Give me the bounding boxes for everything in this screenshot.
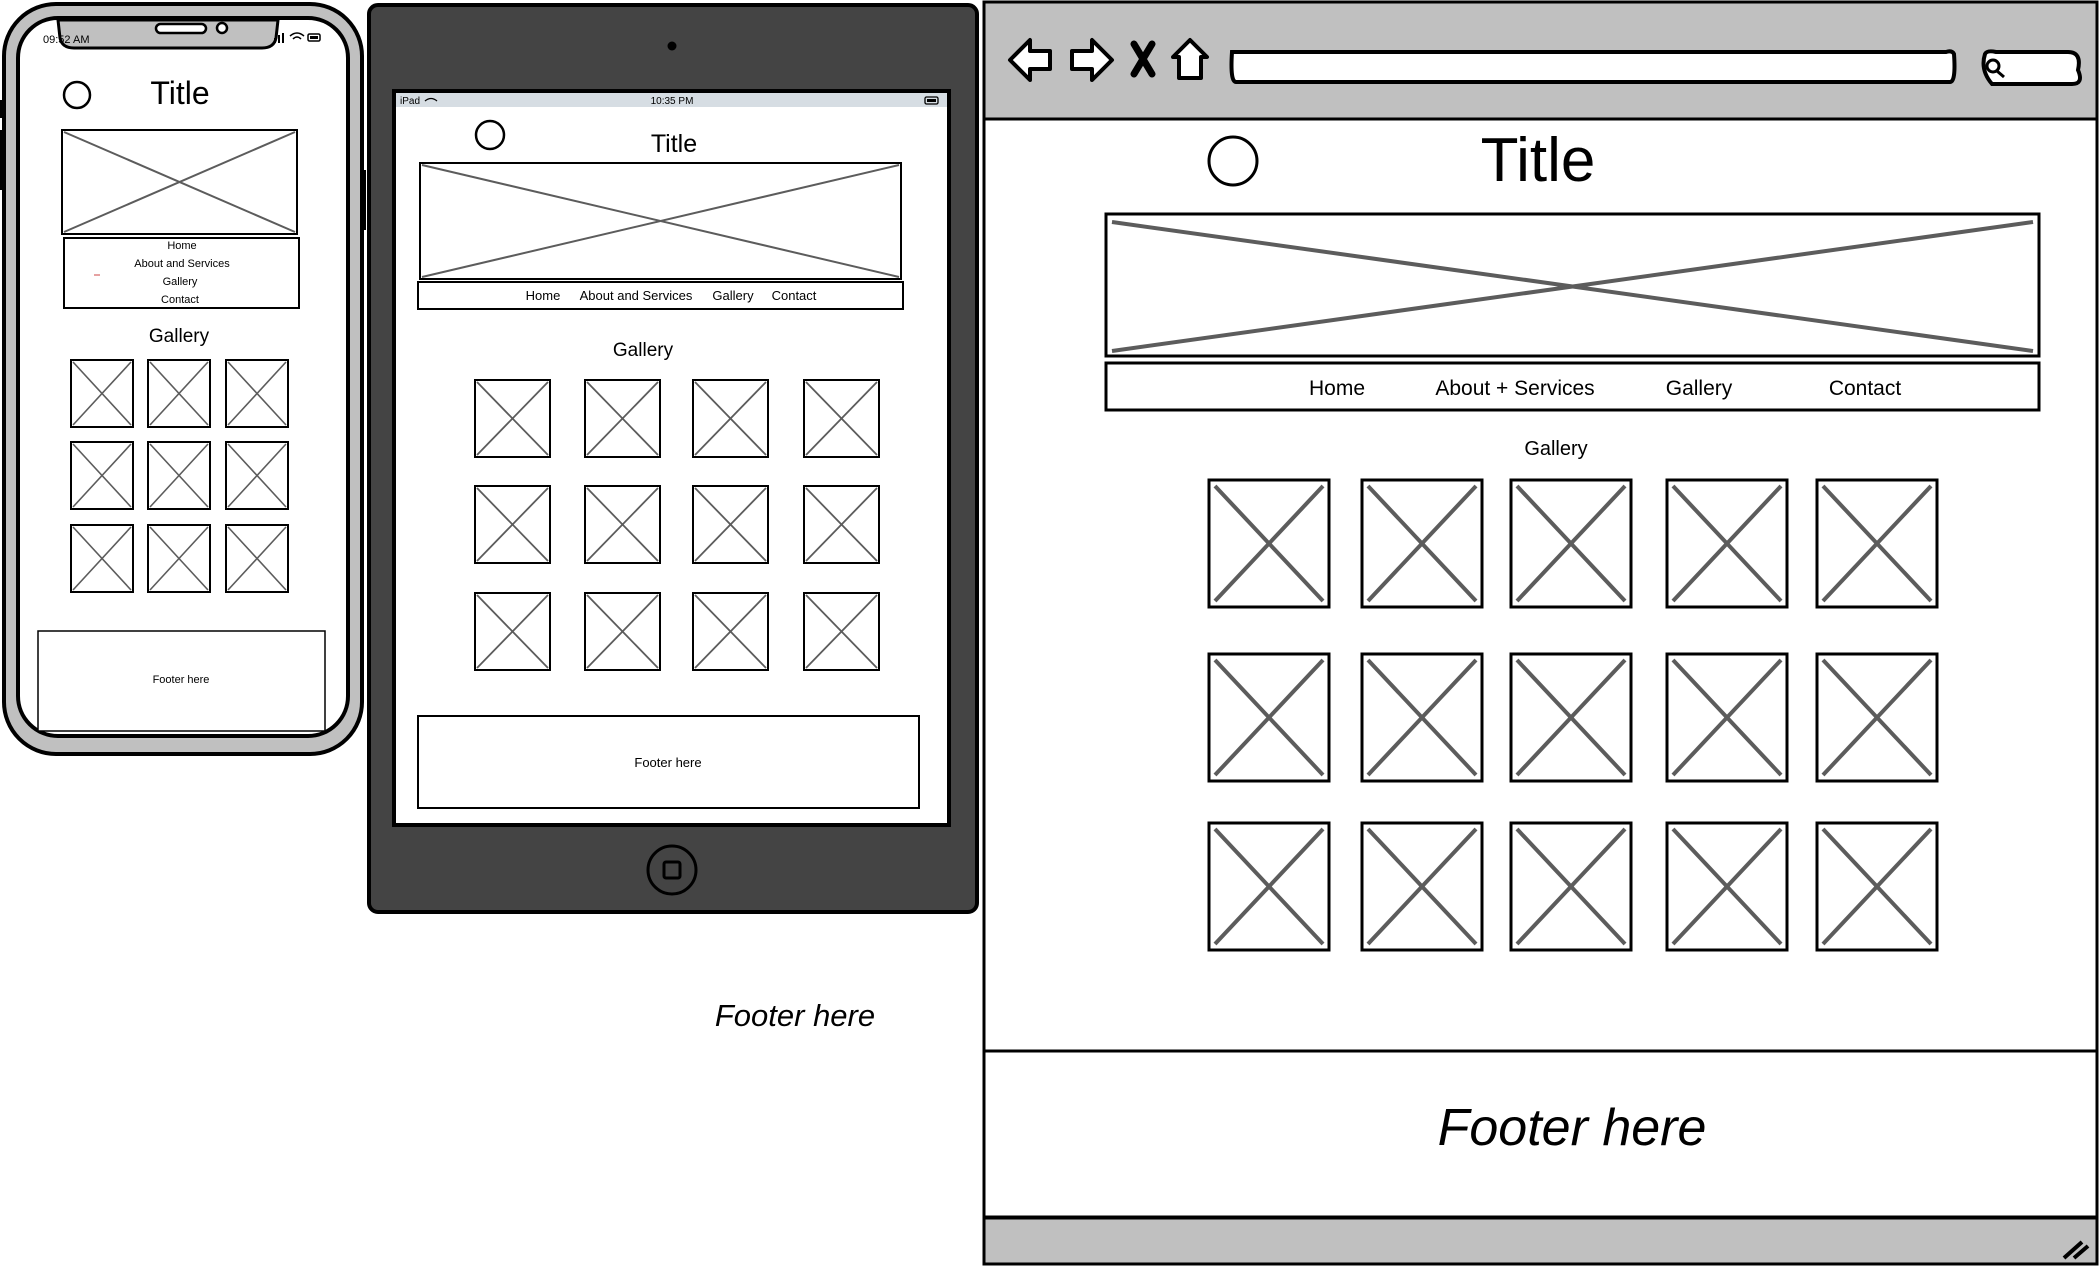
tablet-mockup: iPad 10:35 PM Title Home About and Servi… bbox=[367, 3, 979, 914]
gallery-image-placeholder[interactable] bbox=[1360, 652, 1484, 783]
gallery-image-placeholder[interactable] bbox=[1509, 821, 1633, 952]
battery-icon bbox=[307, 33, 321, 42]
desktop-logo[interactable] bbox=[1207, 135, 1259, 187]
tablet-nav-home[interactable]: Home bbox=[526, 288, 561, 303]
tablet-hero-image bbox=[419, 162, 902, 280]
desktop-nav-about[interactable]: About + Services bbox=[1435, 377, 1594, 400]
gallery-image-placeholder[interactable] bbox=[147, 359, 211, 428]
gallery-image-placeholder[interactable] bbox=[803, 485, 880, 564]
gallery-image-placeholder[interactable] bbox=[70, 359, 134, 428]
gallery-image-placeholder[interactable] bbox=[147, 524, 211, 593]
tablet-status-carrier: iPad bbox=[400, 96, 420, 107]
phone-nav-contact[interactable]: Contact bbox=[161, 294, 199, 306]
tablet-logo[interactable] bbox=[474, 119, 506, 151]
phone-status-time: 09:52 AM bbox=[43, 34, 89, 46]
gallery-image-placeholder[interactable] bbox=[1207, 652, 1331, 783]
gallery-image-placeholder[interactable] bbox=[225, 524, 289, 593]
phone-footer: Footer here bbox=[37, 630, 326, 732]
tablet-nav-about[interactable]: About and Services bbox=[580, 288, 693, 303]
desktop-gallery-heading: Gallery bbox=[1524, 438, 1587, 460]
resize-handle-icon[interactable] bbox=[2062, 1240, 2090, 1260]
desktop-gallery-grid bbox=[1207, 478, 1939, 952]
camera-icon bbox=[215, 21, 229, 35]
floating-footer-label: Footer here bbox=[715, 998, 875, 1033]
back-arrow-icon[interactable] bbox=[1008, 38, 1052, 82]
phone-nav-menu: Home About and Services Gallery Contact bbox=[63, 237, 300, 309]
gallery-image-placeholder[interactable] bbox=[584, 379, 661, 458]
desktop-nav-home[interactable]: Home bbox=[1309, 377, 1365, 400]
gallery-image-placeholder[interactable] bbox=[1665, 652, 1789, 783]
desktop-nav-contact[interactable]: Contact bbox=[1829, 377, 1902, 400]
address-bar[interactable] bbox=[1229, 49, 1957, 84]
tablet-gallery-heading: Gallery bbox=[613, 340, 674, 361]
gallery-image-placeholder[interactable] bbox=[692, 379, 769, 458]
forward-arrow-icon[interactable] bbox=[1070, 38, 1114, 82]
gallery-image-placeholder[interactable] bbox=[584, 592, 661, 671]
gallery-image-placeholder[interactable] bbox=[225, 441, 289, 510]
gallery-image-placeholder[interactable] bbox=[803, 592, 880, 671]
gallery-image-placeholder[interactable] bbox=[1360, 821, 1484, 952]
phone-nav-about[interactable]: About and Services bbox=[134, 258, 230, 270]
gallery-image-placeholder[interactable] bbox=[70, 441, 134, 510]
tablet-status-bar bbox=[396, 93, 947, 107]
desktop-footer-text: Footer here bbox=[1438, 1099, 1707, 1157]
gallery-image-placeholder[interactable] bbox=[1815, 478, 1939, 609]
phone-page-title: Title bbox=[150, 75, 209, 111]
tablet-status-time: 10:35 PM bbox=[651, 96, 694, 107]
tablet-gallery-grid bbox=[474, 379, 880, 671]
gallery-image-placeholder[interactable] bbox=[1207, 821, 1331, 952]
desktop-footer: Footer here bbox=[982, 1049, 2099, 1219]
phone-footer-text: Footer here bbox=[153, 674, 210, 686]
gallery-image-placeholder[interactable] bbox=[1815, 821, 1939, 952]
gallery-image-placeholder[interactable] bbox=[474, 485, 551, 564]
gallery-image-placeholder[interactable] bbox=[803, 379, 880, 458]
phone-gallery-grid bbox=[70, 359, 289, 593]
gallery-image-placeholder[interactable] bbox=[147, 441, 211, 510]
browser-window: Title Home About + Services Gallery Cont… bbox=[982, 0, 2099, 1266]
wifi-icon bbox=[289, 32, 305, 37]
gallery-image-placeholder[interactable] bbox=[1509, 652, 1633, 783]
tablet-nav-bar: Home About and Services Gallery Contact bbox=[417, 281, 904, 310]
gallery-image-placeholder[interactable] bbox=[474, 592, 551, 671]
gallery-image-placeholder[interactable] bbox=[1665, 821, 1789, 952]
home-icon[interactable] bbox=[1171, 38, 1209, 80]
phone-hero-image bbox=[61, 129, 298, 235]
desktop-hero-image bbox=[1104, 212, 2041, 358]
gallery-image-placeholder[interactable] bbox=[1815, 652, 1939, 783]
phone-nav-home[interactable]: Home bbox=[167, 240, 196, 252]
home-button-icon[interactable] bbox=[646, 844, 698, 896]
browser-status-bar bbox=[982, 1216, 2099, 1266]
phone-status-icons bbox=[274, 32, 321, 43]
phone-mockup: 09:52 AM Title Home About and Services G… bbox=[0, 2, 366, 756]
gallery-image-placeholder[interactable] bbox=[692, 592, 769, 671]
phone-nav-gallery[interactable]: Gallery bbox=[163, 276, 198, 288]
desktop-nav-bar: Home About + Services Gallery Contact bbox=[1104, 361, 2041, 412]
gallery-image-placeholder[interactable] bbox=[1665, 478, 1789, 609]
tablet-camera-icon bbox=[667, 41, 677, 51]
tablet-page-title: Title bbox=[651, 130, 697, 158]
gallery-image-placeholder[interactable] bbox=[584, 485, 661, 564]
search-icon bbox=[1985, 58, 2001, 74]
gallery-image-placeholder[interactable] bbox=[692, 485, 769, 564]
tablet-footer-text: Footer here bbox=[634, 755, 701, 770]
search-button[interactable] bbox=[1981, 49, 2082, 86]
gallery-image-placeholder[interactable] bbox=[1509, 478, 1633, 609]
desktop-nav-gallery[interactable]: Gallery bbox=[1666, 377, 1733, 400]
tablet-wifi-icon bbox=[424, 97, 438, 102]
gallery-image-placeholder[interactable] bbox=[225, 359, 289, 428]
desktop-page-title: Title bbox=[1481, 126, 1596, 195]
tablet-nav-gallery[interactable]: Gallery bbox=[712, 288, 754, 303]
gallery-image-placeholder[interactable] bbox=[474, 379, 551, 458]
phone-gallery-heading: Gallery bbox=[149, 326, 210, 347]
close-icon[interactable] bbox=[1130, 40, 1156, 78]
gallery-image-placeholder[interactable] bbox=[70, 524, 134, 593]
gallery-image-placeholder[interactable] bbox=[1207, 478, 1331, 609]
phone-logo[interactable] bbox=[62, 80, 92, 110]
gallery-image-placeholder[interactable] bbox=[1360, 478, 1484, 609]
tablet-nav-contact[interactable]: Contact bbox=[772, 288, 817, 303]
tablet-battery-icon bbox=[924, 96, 939, 105]
speaker-icon bbox=[154, 22, 208, 35]
tablet-footer: Footer here bbox=[417, 715, 920, 809]
